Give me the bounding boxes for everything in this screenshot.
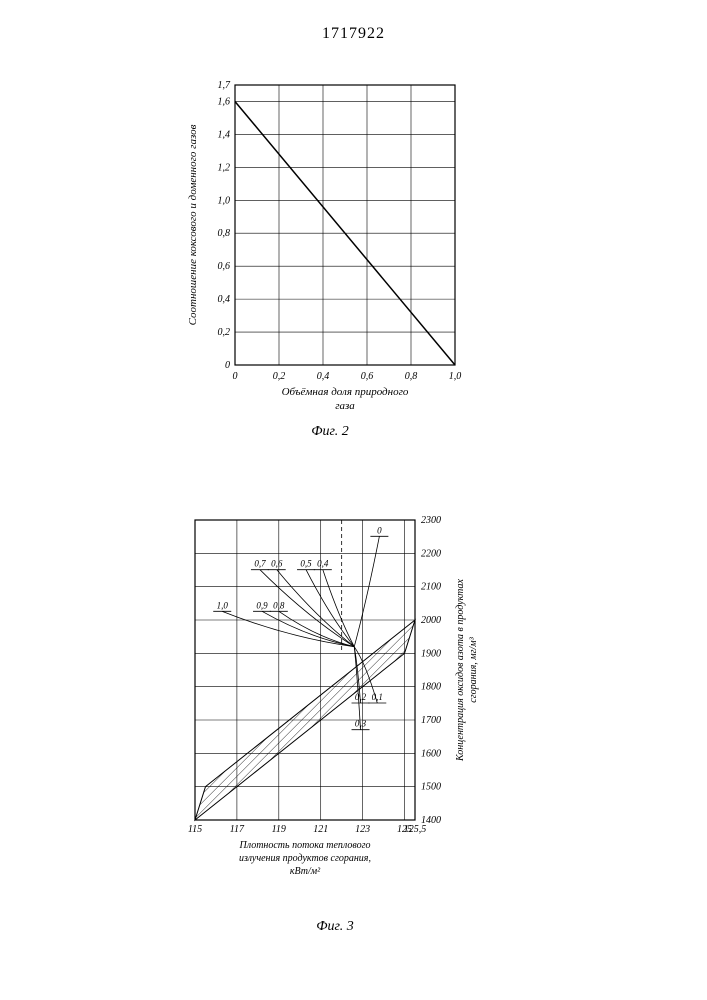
svg-text:0,4: 0,4 bbox=[317, 559, 329, 569]
svg-text:0,8: 0,8 bbox=[218, 228, 231, 239]
svg-text:117: 117 bbox=[230, 824, 245, 835]
svg-text:1,0: 1,0 bbox=[218, 195, 231, 206]
svg-text:0,6: 0,6 bbox=[218, 261, 231, 272]
svg-text:Объёмная доля природного: Объёмная доля природного bbox=[282, 386, 409, 398]
svg-text:1500: 1500 bbox=[421, 782, 441, 793]
chart-fig2: 0 0,2 0,4 0,6 0,8 1,0 0 0,2 0,4 0,6 0,8 1,0 1,2 1,4 1,… bbox=[180, 75, 480, 440]
svg-text:1,0: 1,0 bbox=[217, 600, 229, 610]
svg-text:0,2: 0,2 bbox=[273, 371, 286, 382]
svg-text:115: 115 bbox=[188, 824, 202, 835]
svg-text:0: 0 bbox=[233, 371, 238, 382]
svg-text:1700: 1700 bbox=[421, 715, 441, 726]
svg-text:Концентрация оксидов азота в п: Концентрация оксидов азота в продуктах bbox=[455, 578, 466, 761]
svg-text:1600: 1600 bbox=[421, 748, 441, 759]
svg-text:1,2: 1,2 bbox=[218, 162, 231, 173]
svg-text:1800: 1800 bbox=[421, 682, 441, 693]
svg-text:1,4: 1,4 bbox=[218, 129, 231, 140]
svg-text:0,9: 0,9 bbox=[256, 600, 268, 610]
chart-fig3-svg: 0 0,4 0,5 0,6 0,7 0,8 0,9 1,0 0,1 0,2 0,3 115 117 119… bbox=[155, 510, 515, 910]
svg-text:123: 123 bbox=[355, 824, 370, 835]
svg-text:0: 0 bbox=[225, 360, 230, 371]
svg-text:121: 121 bbox=[313, 824, 328, 835]
svg-text:2300: 2300 bbox=[421, 515, 441, 526]
svg-text:0,3: 0,3 bbox=[355, 719, 367, 729]
svg-text:0,6: 0,6 bbox=[361, 371, 374, 382]
svg-text:1400: 1400 bbox=[421, 815, 441, 826]
svg-text:0,4: 0,4 bbox=[218, 294, 231, 305]
svg-text:0,7: 0,7 bbox=[254, 559, 266, 569]
svg-text:119: 119 bbox=[272, 824, 286, 835]
fig2-caption: Фиг. 2 bbox=[180, 424, 480, 440]
svg-text:Плотность потока теплового: Плотность потока теплового bbox=[238, 840, 370, 851]
svg-text:Соотношение коксового и доменн: Соотношение коксового и доменного газов bbox=[187, 124, 199, 325]
svg-text:2000: 2000 bbox=[421, 615, 441, 626]
patent-number: 1717922 bbox=[0, 25, 707, 43]
svg-text:2200: 2200 bbox=[421, 548, 441, 559]
fig3-caption: Фиг. 3 bbox=[155, 919, 515, 935]
svg-text:0,2: 0,2 bbox=[218, 327, 231, 338]
svg-text:0,5: 0,5 bbox=[300, 559, 312, 569]
svg-text:кВт/м²: кВт/м² bbox=[290, 866, 321, 877]
svg-text:излучения продуктов сгорания,: излучения продуктов сгорания, bbox=[239, 853, 371, 864]
svg-text:0,2: 0,2 bbox=[355, 692, 367, 702]
chart-fig2-svg: 0 0,2 0,4 0,6 0,8 1,0 0 0,2 0,4 0,6 0,8 1,0 1,2 1,4 1,… bbox=[180, 75, 480, 415]
svg-text:0,8: 0,8 bbox=[405, 371, 418, 382]
chart-fig3: 0 0,4 0,5 0,6 0,7 0,8 0,9 1,0 0,1 0,2 0,3 115 117 119… bbox=[155, 510, 515, 935]
page: 1717922 0 0,2 0,4 0,6 0,8 1,0 0 0,2 0,4 0,6 0,8 1,0… bbox=[0, 0, 707, 1000]
svg-text:2100: 2100 bbox=[421, 582, 441, 593]
svg-text:1,0: 1,0 bbox=[449, 371, 462, 382]
svg-text:сгорания, мг/м³: сгорания, мг/м³ bbox=[468, 636, 479, 702]
svg-text:0,6: 0,6 bbox=[271, 559, 283, 569]
svg-text:0,4: 0,4 bbox=[317, 371, 330, 382]
svg-text:1900: 1900 bbox=[421, 648, 441, 659]
svg-text:1,7: 1,7 bbox=[218, 80, 232, 91]
svg-text:0: 0 bbox=[377, 525, 382, 535]
svg-text:0,1: 0,1 bbox=[372, 692, 383, 702]
svg-text:0,8: 0,8 bbox=[273, 600, 285, 610]
svg-text:газа: газа bbox=[335, 400, 355, 412]
svg-text:1,6: 1,6 bbox=[218, 96, 231, 107]
